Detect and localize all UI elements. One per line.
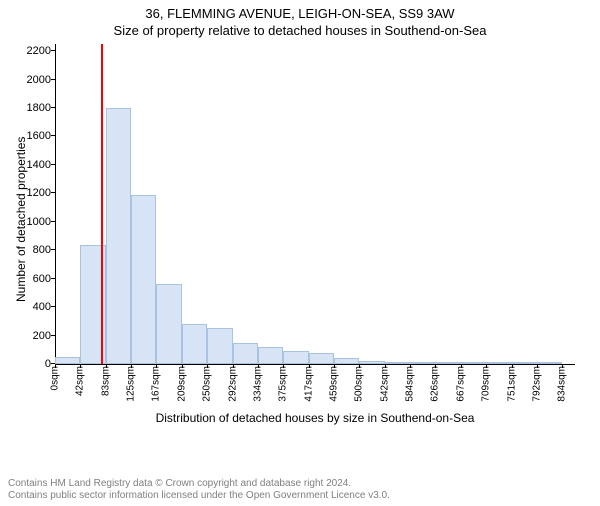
x-tick-mark: [309, 364, 310, 368]
footer-attribution: Contains HM Land Registry data © Crown c…: [8, 478, 390, 502]
x-tick-label: 375sqm: [278, 366, 289, 402]
x-tick-label: 542sqm: [379, 366, 390, 402]
x-tick-mark: [283, 364, 284, 368]
x-tick-label: 250sqm: [202, 366, 213, 402]
y-tick-mark: [51, 164, 55, 165]
x-tick-label: 834sqm: [557, 366, 568, 402]
y-tick-label: 1800: [27, 102, 55, 114]
x-tick-label: 417sqm: [303, 366, 314, 402]
x-tick-label: 500sqm: [354, 366, 365, 402]
y-tick-mark: [51, 79, 55, 80]
histogram-bar: [385, 362, 410, 364]
y-tick-label: 1400: [27, 159, 55, 171]
x-tick-mark: [207, 364, 208, 368]
y-tick-mark: [51, 50, 55, 51]
histogram-bar: [131, 195, 156, 364]
x-tick-label: 626sqm: [430, 366, 441, 402]
x-tick-label: 667sqm: [455, 366, 466, 402]
title-main: 36, FLEMMING AVENUE, LEIGH-ON-SEA, SS9 3…: [0, 6, 600, 21]
x-axis-label: Distribution of detached houses by size …: [55, 411, 575, 425]
y-tick-mark: [51, 135, 55, 136]
x-tick-mark: [156, 364, 157, 368]
x-tick-label: 125sqm: [126, 366, 137, 402]
x-tick-label: 167sqm: [151, 366, 162, 402]
histogram-bar: [309, 353, 334, 364]
histogram-bar: [512, 362, 537, 364]
histogram-bar: [537, 362, 562, 364]
y-tick-label: 1200: [27, 187, 55, 199]
x-tick-mark: [410, 364, 411, 368]
histogram-bar: [182, 324, 207, 364]
x-tick-mark: [359, 364, 360, 368]
x-tick-label: 334sqm: [252, 366, 263, 402]
x-tick-label: 792sqm: [531, 366, 542, 402]
histogram-bar: [233, 343, 258, 364]
x-tick-mark: [486, 364, 487, 368]
y-tick-label: 1600: [27, 130, 55, 142]
x-tick-label: 42sqm: [75, 366, 86, 396]
x-tick-mark: [55, 364, 56, 368]
histogram-bar: [486, 362, 511, 364]
footer-line1: Contains HM Land Registry data © Crown c…: [8, 478, 390, 490]
histogram-bar: [156, 284, 181, 364]
plot-area: 0200400600800100012001400160018002000220…: [55, 44, 575, 365]
x-tick-mark: [537, 364, 538, 368]
y-tick-label: 800: [33, 244, 55, 256]
y-tick-label: 1000: [27, 216, 55, 228]
y-tick-label: 400: [33, 301, 55, 313]
histogram-bar: [435, 362, 460, 364]
histogram-bar: [283, 351, 308, 364]
marker-line: [101, 44, 103, 364]
x-tick-mark: [385, 364, 386, 368]
histogram-bar: [334, 358, 359, 364]
histogram-bar: [461, 362, 486, 364]
y-tick-mark: [51, 249, 55, 250]
x-tick-mark: [80, 364, 81, 368]
y-tick-mark: [51, 306, 55, 307]
x-tick-label: 0sqm: [50, 366, 61, 390]
histogram-bar: [410, 362, 435, 364]
x-tick-label: 709sqm: [481, 366, 492, 402]
x-tick-mark: [131, 364, 132, 368]
x-tick-label: 584sqm: [405, 366, 416, 402]
x-tick-mark: [106, 364, 107, 368]
y-axis-line: [55, 44, 56, 364]
x-tick-mark: [233, 364, 234, 368]
x-tick-label: 459sqm: [328, 366, 339, 402]
y-tick-label: 2000: [27, 74, 55, 86]
x-tick-mark: [334, 364, 335, 368]
x-tick-label: 751sqm: [506, 366, 517, 402]
y-tick-label: 600: [33, 273, 55, 285]
histogram-bar: [258, 347, 283, 364]
y-tick-mark: [51, 192, 55, 193]
x-tick-mark: [182, 364, 183, 368]
histogram-bar: [359, 361, 384, 364]
x-tick-label: 209sqm: [176, 366, 187, 402]
histogram-bar: [55, 357, 80, 364]
y-tick-mark: [51, 278, 55, 279]
x-tick-label: 83sqm: [100, 366, 111, 396]
y-tick-label: 2200: [27, 45, 55, 57]
histogram-bar: [207, 328, 232, 364]
x-tick-mark: [258, 364, 259, 368]
title-sub: Size of property relative to detached ho…: [0, 23, 600, 38]
footer-line2: Contains public sector information licen…: [8, 490, 390, 502]
x-tick-mark: [435, 364, 436, 368]
y-tick-label: 200: [33, 330, 55, 342]
x-tick-mark: [512, 364, 513, 368]
y-tick-mark: [51, 107, 55, 108]
x-tick-mark: [562, 364, 563, 368]
x-tick-mark: [461, 364, 462, 368]
x-tick-label: 292sqm: [227, 366, 238, 402]
y-tick-mark: [51, 335, 55, 336]
y-tick-mark: [51, 221, 55, 222]
plot-wrap: 0200400600800100012001400160018002000220…: [55, 44, 600, 365]
histogram-bar: [106, 108, 131, 364]
